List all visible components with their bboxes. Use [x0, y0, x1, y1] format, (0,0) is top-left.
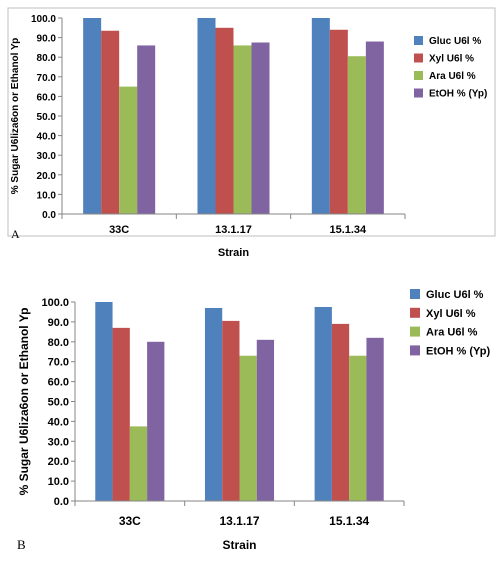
chart-a-ytick-label: 90.0 [37, 34, 57, 45]
chart-a-category-label: 15.1.34 [329, 224, 367, 236]
chart-b-ytick-label: 100.0 [41, 297, 69, 309]
chart-a-bar [233, 45, 252, 214]
chart-a-legend-swatch [414, 71, 423, 80]
chart-b-legend-label: Xyl U6l % [426, 308, 476, 320]
chart-b-ytick-label: 40.0 [48, 416, 69, 428]
chart-b-bar [314, 306, 332, 501]
chart-b-y-axis-title: % Sugar U6liza6on or Ethanol Yp [17, 308, 31, 496]
chart-a-ytick-label: 30.0 [37, 151, 57, 162]
chart-a-x-axis-title: Strain [218, 247, 249, 259]
chart-b-panel-label: B [17, 537, 26, 552]
chart-b-bar [349, 355, 367, 501]
chart-a-legend-label: Ara U6l % [429, 71, 476, 82]
chart-b-ytick-label: 10.0 [48, 476, 69, 488]
chart-b-bar [256, 339, 275, 501]
chart-b-bar [366, 337, 384, 501]
chart-a-ytick-label: 50.0 [37, 112, 57, 123]
chart-b-ytick-label: 90.0 [48, 317, 69, 329]
chart-a-ytick-label: 60.0 [37, 92, 57, 103]
chart-b-ytick-label: 0.0 [54, 496, 69, 508]
chart-b-x-axis-title: Strain [222, 538, 256, 552]
chart-b-ytick-label: 50.0 [48, 397, 69, 409]
chart-b-ytick-label: 30.0 [48, 436, 69, 448]
chart-b-legend-swatch [410, 345, 420, 356]
chart-a-legend-label: Gluc U6l % [429, 36, 481, 47]
chart-b-bar [95, 302, 113, 501]
chart-b-bar [239, 355, 257, 501]
chart-a-bar [215, 27, 234, 214]
chart-a-legend-swatch [414, 36, 423, 45]
chart-a-ytick-label: 40.0 [37, 132, 57, 143]
chart-b-legend-label: Gluc U6l % [426, 289, 484, 301]
chart-b-bar [331, 323, 350, 501]
chart-a-legend-swatch [414, 53, 423, 63]
chart-a-bar [329, 29, 348, 215]
chart-b: 0.0 10.0 20.0 30.0 40.0 50.0 60.0 70.0 80.0 90.0 1… [17, 289, 491, 552]
chart-a-ytick-label: 20.0 [37, 171, 57, 182]
chart-a-bar [101, 30, 120, 214]
chart-a-y-axis-title: % Sugar U6liza6on or Ethanol Yp [10, 38, 21, 195]
chart-a-legend-label: EtOH % (Yp) [429, 89, 487, 100]
chart-a-legend-swatch [414, 88, 423, 98]
chart-a-panel-label: A [11, 227, 20, 241]
chart-b-legend-label: EtOH % (Yp) [426, 345, 491, 357]
chart-b-bar [129, 426, 148, 501]
chart-a-bar [119, 86, 138, 214]
chart-b-legend-swatch [410, 326, 420, 337]
chart-a-category-label: 13.1.17 [215, 224, 252, 236]
chart-b-legend-label: Ara U6l % [426, 327, 478, 339]
chart-a-bar [311, 18, 330, 214]
chart-a-ytick-label: 10.0 [37, 190, 57, 201]
chart-a-legend: Gluc U6l % Xyl U6l % Ara U6l % EtOH % (Yp) [414, 36, 487, 100]
chart-b-category-label: 13.1.17 [219, 514, 259, 528]
chart-b-legend: Gluc U6l % Xyl U6l % Ara U6l % EtOH % (Yp) [410, 289, 491, 357]
chart-a-ytick-label: 70.0 [37, 73, 57, 84]
chart-b-bar [147, 341, 165, 501]
chart-a-bar [83, 18, 102, 214]
chart-b-ytick-label: 80.0 [48, 337, 69, 349]
chart-a-frame [7, 7, 496, 237]
chart-b-legend-swatch [410, 307, 420, 318]
chart-a-legend-label: Xyl U6l % [429, 54, 474, 65]
chart-a-bar [197, 18, 216, 214]
chart-a-bar [365, 41, 384, 214]
chart-a-bar [251, 42, 270, 214]
chart-a-ytick-label: 0.0 [42, 210, 56, 221]
chart-b-legend-swatch [410, 289, 420, 299]
chart-b-bar [112, 327, 130, 501]
chart-a-ytick-label: 80.0 [37, 53, 57, 64]
chart-b-bar [204, 307, 223, 501]
chart-b-ytick-label: 60.0 [48, 377, 69, 389]
chart-b-category-label: 33C [119, 514, 141, 528]
chart-a-bar [347, 56, 366, 214]
chart-a-category-label: 33C [109, 224, 129, 236]
chart-a-bar [137, 45, 156, 214]
chart-b-bar [222, 320, 240, 501]
chart-a: 0.0 10.0 20.0 30.0 40.0 50.0 60.0 70.0 80.0 90.0 1… [7, 7, 496, 259]
chart-b-ytick-label: 70.0 [48, 357, 69, 369]
chart-b-category-label: 15.1.34 [329, 514, 369, 528]
chart-a-ytick-label: 100.0 [31, 14, 56, 25]
chart-b-ytick-label: 20.0 [48, 456, 69, 468]
